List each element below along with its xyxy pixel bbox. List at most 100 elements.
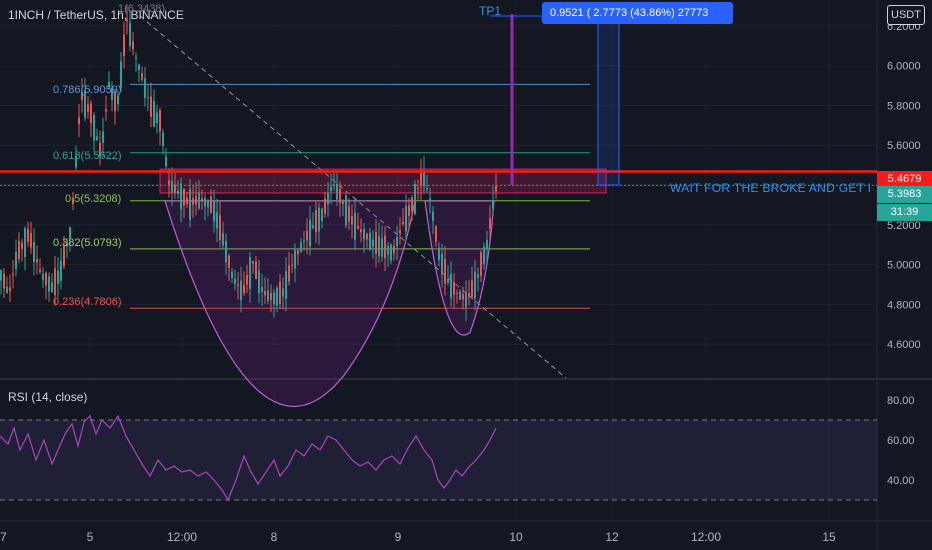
fib-label-05: 0.5(5.3208) (65, 193, 122, 205)
candle-body (66, 243, 68, 247)
candle-body (192, 198, 194, 205)
candle (294, 243, 296, 283)
candle-body (222, 233, 224, 246)
rsi-tick-label: 80.00 (887, 395, 915, 407)
candle-body (495, 185, 497, 192)
candle-body (138, 64, 140, 71)
candle-body (261, 287, 263, 293)
price-tick-label: 4.6000 (887, 339, 921, 351)
candle (255, 255, 257, 280)
candle (279, 274, 281, 309)
candle (177, 180, 179, 199)
candle-body (24, 228, 26, 258)
candle-body (81, 91, 83, 101)
currency-badge[interactable]: USDT (887, 5, 925, 25)
candle (489, 205, 491, 242)
candle (36, 245, 38, 275)
candle (303, 231, 305, 251)
candle (150, 82, 152, 128)
candle (102, 117, 104, 157)
candle-body (168, 180, 170, 186)
candle-body (90, 103, 92, 124)
candle (345, 192, 347, 229)
candle-body (84, 90, 86, 118)
candle-body (78, 117, 80, 125)
candle (135, 52, 137, 72)
price-tick-label: 5.6000 (887, 140, 921, 152)
price-tick-label: 6.0000 (887, 61, 921, 73)
candle-body (216, 212, 218, 229)
candle-body (210, 196, 212, 213)
candle-body (156, 112, 158, 124)
candle (351, 204, 353, 239)
candle (24, 226, 26, 271)
candle (429, 188, 431, 214)
candle (225, 233, 227, 275)
candle-body (366, 233, 368, 240)
candle (465, 280, 467, 322)
candle-body (240, 280, 242, 301)
candle-body (420, 171, 422, 187)
candle (405, 194, 407, 241)
candle-body (15, 251, 17, 269)
candle-body (267, 290, 269, 302)
candle-body (69, 227, 71, 239)
candle (372, 229, 374, 259)
candle (249, 251, 251, 303)
candle (414, 180, 416, 216)
candle-body (375, 231, 377, 254)
candle-body (336, 183, 338, 200)
candle (213, 189, 215, 233)
candle (84, 78, 86, 122)
price-tick-label: 4.8000 (887, 299, 921, 311)
candle (315, 200, 317, 244)
candle-body (27, 228, 29, 242)
candle (69, 226, 71, 252)
time-tick-label: 12:00 (167, 530, 197, 544)
candle-body (291, 264, 293, 266)
candle-body (39, 269, 41, 272)
candle-body (408, 205, 410, 216)
candle-body (108, 81, 110, 88)
candle (342, 199, 344, 216)
candle (72, 191, 74, 211)
candle (393, 239, 395, 261)
candle-body (435, 225, 437, 242)
candle-body (207, 200, 209, 208)
candle-body (453, 281, 455, 295)
candle (453, 273, 455, 309)
candle-body (396, 236, 398, 247)
candle-body (147, 97, 149, 99)
candle (276, 285, 278, 313)
candle (33, 228, 35, 276)
candle (198, 179, 200, 210)
candle-body (480, 251, 482, 276)
candle (264, 277, 266, 304)
candle (357, 212, 359, 230)
candle (432, 206, 434, 235)
candle-body (339, 189, 341, 204)
candle (348, 198, 350, 230)
candle (111, 81, 113, 112)
candle (312, 212, 314, 230)
current-price-label: 5.3983 (877, 186, 932, 203)
candle-body (21, 242, 23, 250)
candle (57, 256, 59, 298)
candle (21, 238, 23, 262)
candle (39, 258, 41, 275)
candle-body (105, 109, 107, 112)
candle (6, 276, 8, 295)
candle-body (36, 259, 38, 263)
candle-body (423, 170, 425, 187)
candle-body (249, 257, 251, 290)
candle-body (315, 210, 317, 233)
candle-body (393, 245, 395, 254)
candle (231, 267, 233, 283)
candle-body (288, 265, 290, 282)
candle-body (237, 284, 239, 286)
candle (258, 259, 260, 304)
candle-body (111, 87, 113, 101)
candle (153, 89, 155, 127)
candle (360, 218, 362, 243)
